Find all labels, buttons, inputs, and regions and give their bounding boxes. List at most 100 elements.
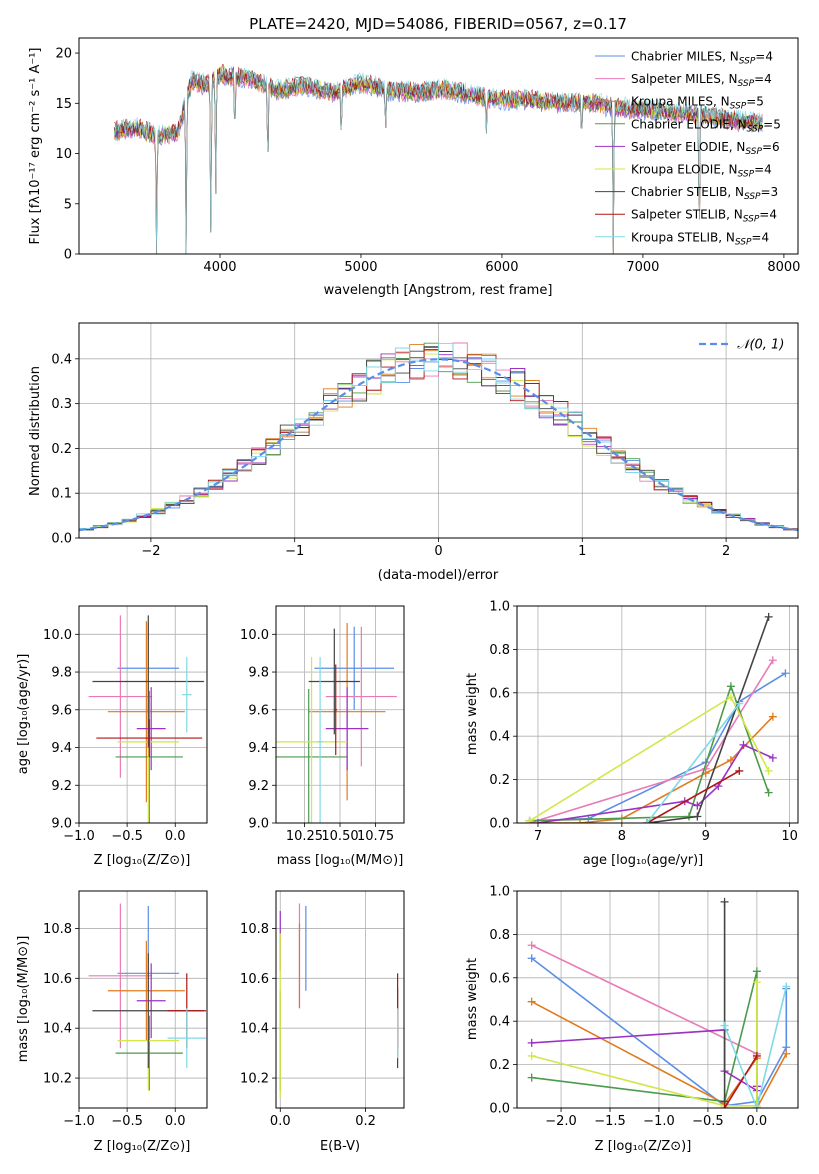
line-chabrier_elodie [531,971,758,1108]
residuals-panel: −2 −1 0 1 2 0.0 0.1 0.2 0.3 0.4 (data-model)/erro… [28,322,799,583]
data-layer [279,903,399,1099]
legend-label-chabrier_elodie: Chabrier ELODIE, NSSP=5 [631,117,781,134]
x-tick-label: −2.0 [545,1114,577,1129]
legend-text: Chabrier ELODIE, N [631,117,747,131]
y-tick-label: 10.2 [240,1072,269,1087]
massweight-vs-age-ylabel: mass weight [465,673,480,755]
x-tick-label: 0.2 [355,1114,376,1129]
y-tick-label: 10.6 [240,972,269,987]
legend-value: =4 [751,230,769,244]
marker-kroupa_miles [768,712,777,721]
legend-label-chabrier_miles: Chabrier MILES, NSSP=4 [631,50,773,67]
x-tick-label: 0.0 [165,1114,186,1129]
marker-kroupa_stelib [735,699,744,708]
legend-label-salpeter_elodie: Salpeter ELODIE, NSSP=6 [631,140,780,157]
y-tick-label: 10.8 [240,922,269,937]
mass-vs-extinction-xlabel: E(B-V) [320,1139,360,1154]
spectrum-panel: PLATE=2420, MJD=54086, FIBERID=0567, z=0… [28,15,800,298]
age-vs-metallicity-ylabel: age [log₁₀(age/yr)] [16,654,31,775]
x-tick-label: 0.0 [747,1114,768,1129]
line-chabrier_stelib [646,616,770,823]
data-layer [527,897,791,1108]
mass-vs-extinction-panel: 0.0 0.2 10.2 10.4 10.6 10.8 E(B-V) [240,890,405,1154]
legend-label-salpeter_stelib: Salpeter STELIB, NSSP=4 [631,208,777,225]
axes-frame [516,605,799,824]
marker-kroupa_elodie [752,978,761,987]
legend-label-salpeter_miles: Salpeter MILES, NSSP=4 [631,72,772,89]
marker-chabrier_elodie [527,1073,536,1082]
marker-chabrier_elodie [726,682,735,691]
line-kroupa_stelib [646,703,740,823]
marker-chabrier_stelib [693,812,702,821]
line-kroupa_stelib [723,986,788,1108]
legend-subscript: SSP [735,237,752,247]
x-tick-label: 8 [618,829,626,844]
x-tick-label: 10.75 [357,829,394,844]
axes-frame [78,605,208,824]
age-vs-metallicity-panel: −1.0 −0.5 0.0 9.0 9.2 9.4 9.6 9.8 10.0 Z [log₁₀(… [16,605,208,868]
grid-lines [78,606,207,824]
marker-salpeter_elodie [533,819,542,823]
mass-vs-metallicity-plot-area: −1.0 −0.5 0.0 10.2 10.4 10.6 10.8 [43,890,208,1129]
line-salpeter_stelib [646,770,740,823]
axes-frame [78,890,208,1109]
spectrum-title: PLATE=2420, MJD=54086, FIBERID=0567, z=0… [249,15,627,33]
legend-text: Kroupa STELIB, N [631,230,735,244]
marker-chabrier_miles [527,954,536,963]
marker-chabrier_stelib [764,612,773,621]
marker-salpeter_elodie [693,801,702,810]
marker-salpeter_elodie [768,753,777,762]
marker-kroupa_elodie [764,766,773,775]
data-layer [79,342,798,532]
y-tick-label: 9.4 [51,741,72,756]
massweight-vs-metallicity-ylabel: mass weight [465,958,480,1040]
data-layer [276,622,397,823]
y-tick-label: 15 [55,97,72,112]
legend-subscript: SSP [730,102,747,112]
axes-frame [78,37,799,255]
y-tick-label: 9.4 [248,741,269,756]
y-tick-label: 9.0 [248,817,269,832]
axis-layer: −2 −1 0 1 2 0.0 0.1 0.2 0.3 0.4 [51,322,799,559]
marker-chabrier_elodie [752,967,761,976]
legend-subscript: SSP [738,170,755,180]
legend-value: =5 [746,95,764,109]
mass-vs-metallicity-xlabel: Z [log₁₀(Z/Z⊙)] [94,1139,191,1154]
legend-label-chabrier_stelib: Chabrier STELIB, NSSP=3 [631,185,778,202]
axis-layer: −1.0 −0.5 0.0 9.0 9.2 9.4 9.6 9.8 10.0 [43,605,208,844]
residuals-xlabel: (data-model)/error [378,568,499,583]
massweight-vs-metallicity-plot-area: −2.0 −1.5 −1.0 −0.5 0.0 0.0 0.2 0.4 0.6 0.8 1.0 [489,885,799,1129]
marker-salpeter_miles [527,941,536,950]
line-kroupa_elodie [531,982,758,1107]
x-tick-label: 0 [434,544,442,559]
marker-chabrier_miles [781,669,790,678]
histogram-kroupa_stelib [79,342,798,530]
marker-chabrier_elodie [764,788,773,797]
legend-value: =6 [762,140,780,154]
legend-text: Chabrier STELIB, N [631,185,744,199]
grid-lines [517,890,798,1109]
mass-vs-metallicity-panel: −1.0 −0.5 0.0 10.2 10.4 10.6 10.8 Z [log₁₀(Z/Z… [16,890,208,1154]
marker-salpeter_miles [768,656,777,665]
massweight-vs-metallicity-panel: −2.0 −1.5 −1.0 −0.5 0.0 0.0 0.2 0.4 0.6 0.8 1.0 Z … [465,885,799,1154]
x-tick-label: 10 [781,829,798,844]
legend-value: =3 [761,185,779,199]
y-tick-label: 0.4 [51,352,72,367]
y-tick-label: 0.8 [489,928,510,943]
legend-text: Salpeter MILES, N [631,72,738,86]
y-tick-label: 9.2 [51,779,72,794]
marker-kroupa_stelib [720,1021,729,1030]
line-salpeter_stelib [723,1055,758,1108]
legend-value: =5 [763,117,781,131]
legend-subscript: SSP [747,124,764,134]
y-tick-label: 0.0 [489,1102,510,1117]
x-tick-label: 8000 [767,260,800,275]
axes-frame [516,890,799,1109]
axis-layer: 4000 5000 6000 7000 8000 0 5 10 15 20 [55,37,800,275]
grid-lines [276,891,404,1108]
spectrum-plot-area: 4000 5000 6000 7000 8000 0 5 10 15 20 [55,37,800,275]
line-chabrier_elodie [529,683,770,822]
legend-subscript: SSP [744,192,761,202]
